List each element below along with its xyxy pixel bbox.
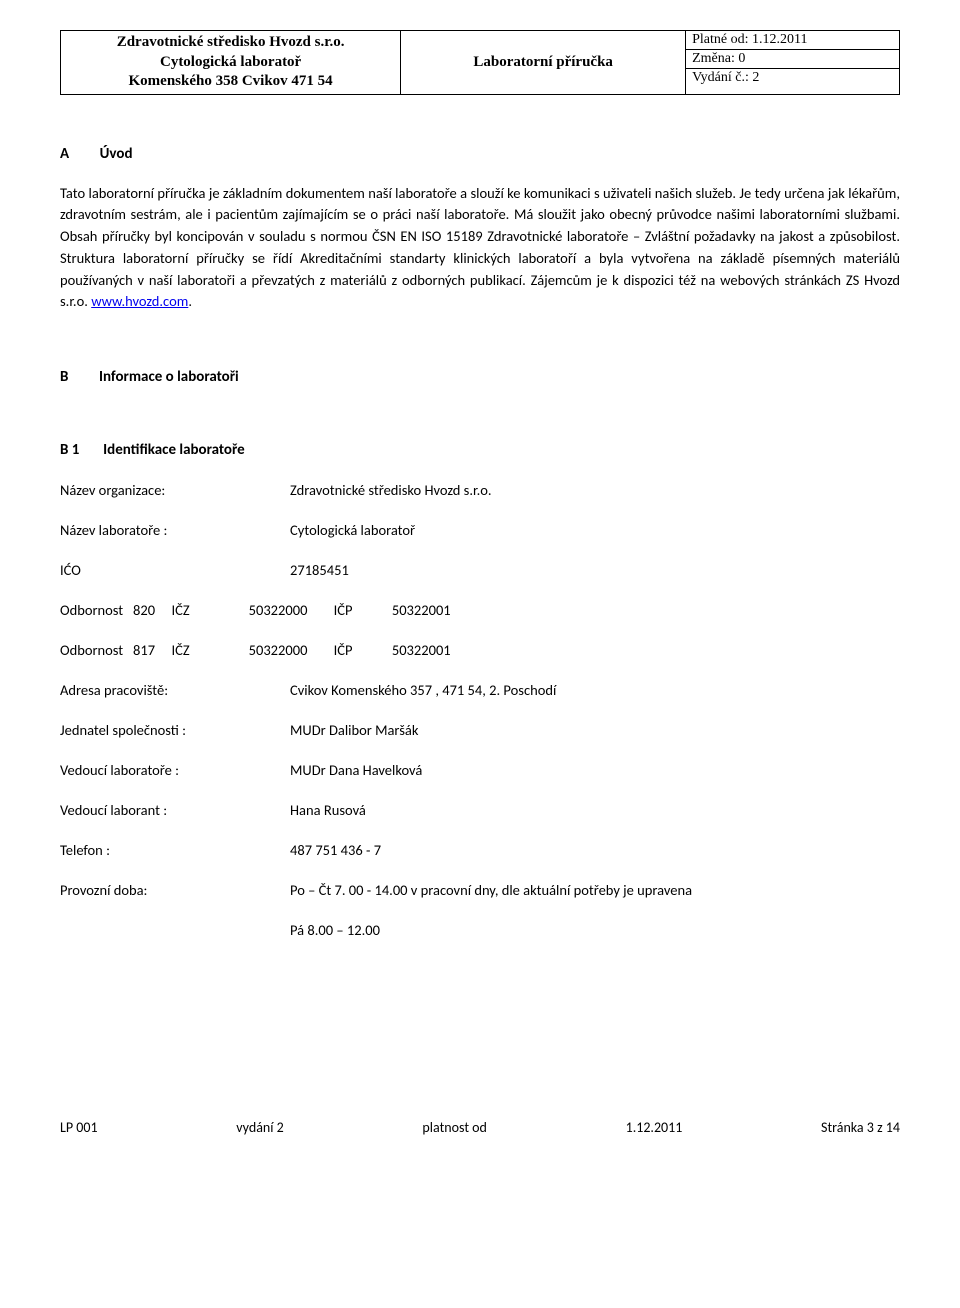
valid-from: Platné od: 1.12.2011 [686,31,899,50]
row-vedouci-laborant: Vedoucí laborant : Hana Rusová [60,801,900,819]
odbornost-820-text: Odbornost 820 IČZ 50322000 IČP 50322001 [60,601,451,619]
jednatel-label: Jednatel společnosti : [60,721,290,739]
odbornost-817-text: Odbornost 817 IČZ 50322000 IČP 50322001 [60,641,451,659]
vedouci-lab-label: Vedoucí laboratoře : [60,761,290,779]
ico-value: 27185451 [290,561,900,579]
section-b-heading: B Informace o laboratoři [60,368,900,386]
provoz-value: Po – Čt 7. 00 - 14.00 v pracovní dny, dl… [290,881,900,899]
footer-mid2: platnost od [422,1119,486,1136]
section-a-title: Úvod [100,145,133,163]
provoz-spacer [60,921,290,939]
header-meta: Platné od: 1.12.2011 Změna: 0 Vydání č.:… [686,31,899,94]
row-telefon: Telefon : 487 751 436 - 7 [60,841,900,859]
provoz-label: Provozní doba: [60,881,290,899]
row-vedouci-lab: Vedoucí laboratoře : MUDr Dana Havelková [60,761,900,779]
address-value: Cvikov Komenského 357 , 471 54, 2. Posch… [290,681,900,699]
header-document-title: Laboratorní příručka [401,31,686,94]
lab-name-value: Cytologická laboratoř [290,521,900,539]
header-organization: Zdravotnické středisko Hvozd s.r.o. Cyto… [61,31,401,94]
vedouci-laborant-value: Hana Rusová [290,801,900,819]
section-b-title: Informace o laboratoři [99,368,239,386]
org-name-line1: Zdravotnické středisko Hvozd s.r.o. [65,33,396,53]
document-header: Zdravotnické středisko Hvozd s.r.o. Cyto… [60,30,900,95]
address-label: Adresa pracoviště: [60,681,290,699]
row-provozni-doba: Provozní doba: Po – Čt 7. 00 - 14.00 v p… [60,881,900,899]
row-odbornost-817: Odbornost 817 IČZ 50322000 IČP 50322001 [60,641,900,659]
vedouci-laborant-label: Vedoucí laborant : [60,801,290,819]
row-odbornost-820: Odbornost 820 IČZ 50322000 IČP 50322001 [60,601,900,619]
jednatel-value: MUDr Dalibor Maršák [290,721,900,739]
section-a-heading: A Úvod [60,145,900,163]
section-b1-title: Identifikace laboratoře [103,441,245,459]
section-b1-code: B 1 [60,441,79,459]
ico-label: IĆO [60,561,290,579]
section-b1-heading: B 1 Identifikace laboratoře [60,441,900,459]
row-address: Adresa pracoviště: Cvikov Komenského 357… [60,681,900,699]
section-a-paragraph: Tato laboratorní příručka je základním d… [60,183,900,314]
website-link[interactable]: www.hvozd.com [91,292,188,310]
row-org-name: Název organizace: Zdravotnické středisko… [60,481,900,499]
lab-name-label: Název laboratoře : [60,521,290,539]
row-ico: IĆO 27185451 [60,561,900,579]
section-a-text2: . [188,292,192,310]
row-provozni-doba-2: Pá 8.00 – 12.00 [60,921,900,939]
telefon-value: 487 751 436 - 7 [290,841,900,859]
telefon-label: Telefon : [60,841,290,859]
footer-left: LP 001 [60,1119,98,1136]
org-name-line2: Cytologická laboratoř [65,53,396,73]
org-name-value: Zdravotnické středisko Hvozd s.r.o. [290,481,900,499]
footer-mid1: vydání 2 [236,1119,283,1136]
org-name-label: Název organizace: [60,481,290,499]
provoz-value2: Pá 8.00 – 12.00 [290,921,900,939]
section-a-code: A [60,145,69,163]
row-jednatel: Jednatel společnosti : MUDr Dalibor Marš… [60,721,900,739]
footer-mid3: 1.12.2011 [626,1119,683,1136]
page-footer: LP 001 vydání 2 platnost od 1.12.2011 St… [60,1119,900,1136]
section-b-code: B [60,368,68,386]
footer-right: Stránka 3 z 14 [821,1119,900,1136]
vedouci-lab-value: MUDr Dana Havelková [290,761,900,779]
org-name-line3: Komenského 358 Cvikov 471 54 [65,72,396,92]
edition-number: Vydání č.: 2 [686,69,899,87]
row-lab-name: Název laboratoře : Cytologická laboratoř [60,521,900,539]
change-number: Změna: 0 [686,50,899,69]
